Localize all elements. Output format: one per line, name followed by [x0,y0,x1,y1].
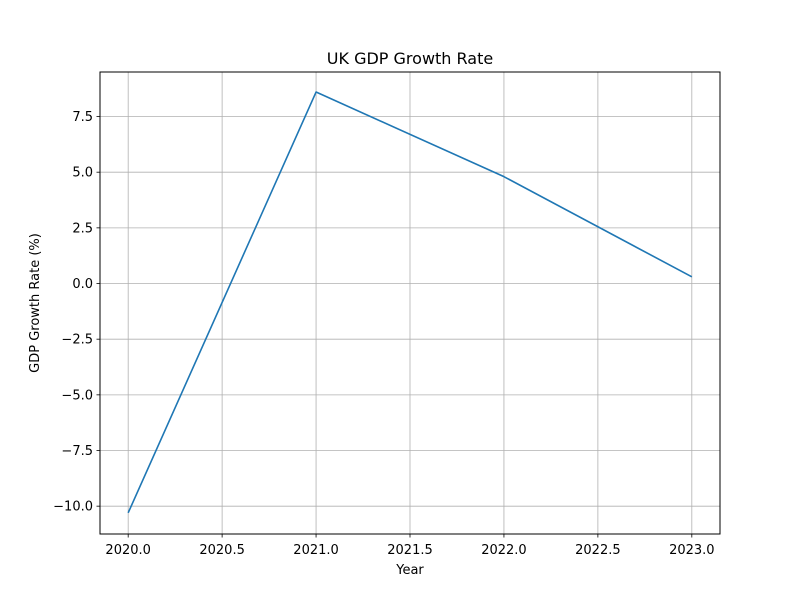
y-tick-label: 5.0 [72,166,93,181]
y-tick-label: −5.0 [61,388,93,403]
series-layer [127,91,693,514]
y-axis-ticks: −10.0 −7.5 −5.0 −2.5 0.0 2.5 5.0 7.5 [53,110,100,515]
grid [100,72,720,534]
x-tick-label: 2022.5 [575,543,621,558]
x-tick-label: 2021.0 [293,543,339,558]
y-tick-label: 0.0 [72,277,93,292]
x-axis-ticks: 2020.0 2020.5 2021.0 2021.5 2022.0 2022.5 2023… [105,534,715,558]
chart-title: UK GDP Growth Rate [327,49,493,68]
y-tick-label: −10.0 [53,500,93,515]
y-tick-label: −2.5 [61,333,93,348]
y-tick-label: −7.5 [61,444,93,459]
x-axis-label: Year [395,563,424,578]
series-line [127,91,693,514]
x-tick-label: 2021.5 [387,543,433,558]
x-tick-label: 2020.0 [105,543,151,558]
y-tick-label: 7.5 [72,110,93,125]
x-tick-label: 2020.5 [199,543,245,558]
x-tick-label: 2022.0 [481,543,527,558]
y-axis-label: GDP Growth Rate (%) [28,233,43,373]
x-tick-label: 2023.0 [669,543,715,558]
y-tick-label: 2.5 [72,221,93,236]
